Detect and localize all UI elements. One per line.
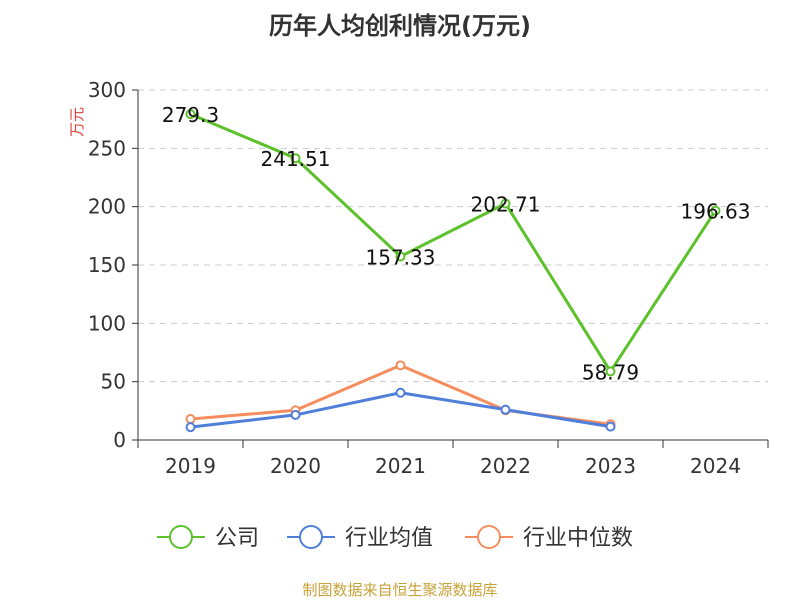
data-point: [605, 366, 616, 377]
legend: 公司 行业均值 行业中位数: [157, 525, 633, 551]
y-tick-label: 0: [113, 428, 126, 452]
legend-item: 行业中位数: [465, 525, 633, 551]
grid-lines: [138, 89, 768, 383]
y-tick-label: 50: [101, 370, 126, 394]
chart-title: 历年人均创利情况(万元): [269, 12, 531, 40]
data-label: 241.51: [261, 147, 331, 171]
series-line: [190, 391, 611, 429]
data-point: [500, 198, 511, 209]
data-point: [185, 414, 196, 424]
legend-marker-icon: [299, 525, 323, 549]
data-label: 196.63: [681, 200, 751, 224]
legend-item: 公司: [157, 525, 259, 551]
legend-label: 行业中位数: [523, 526, 633, 551]
legend-label: 行业均值: [345, 526, 433, 551]
legend-item: 行业均值: [287, 525, 433, 551]
series-lines: [185, 109, 721, 433]
y-tick-label: 200: [88, 195, 126, 219]
x-tick-label: 2019: [165, 454, 216, 478]
y-axis-label: 万元: [68, 107, 86, 137]
data-point: [395, 251, 406, 262]
data-point: [290, 153, 301, 164]
y-tick-label: 250: [88, 136, 126, 160]
x-tick-label: 2020: [270, 454, 321, 478]
data-label: 202.71: [471, 193, 541, 217]
source-note: 制图数据来自恒生聚源数据库: [302, 581, 498, 599]
data-point: [710, 205, 721, 216]
x-tick-label: 2021: [375, 454, 426, 478]
axes: 0 50 100 150 200 250 300 2019 2020 2021 2022 2023 20…: [88, 78, 769, 478]
legend-marker-icon: [477, 525, 501, 549]
data-label: 279.3: [162, 103, 219, 127]
legend-label: 公司: [215, 526, 259, 551]
data-point: [290, 409, 301, 420]
series-line: [189, 112, 717, 373]
x-tick-label: 2023: [585, 454, 636, 478]
data-point: [185, 109, 196, 120]
data-point: [395, 360, 406, 371]
y-tick-label: 300: [88, 78, 126, 102]
data-point: [185, 422, 196, 433]
data-labels: 279.3 241.51 157.33 202.71 58.79 196.63: [162, 103, 751, 384]
data-label: 157.33: [366, 245, 436, 269]
data-point: [395, 387, 406, 398]
y-tick-label: 150: [88, 253, 126, 277]
data-point: [500, 404, 511, 415]
data-point: [605, 421, 616, 432]
x-tick-label: 2022: [480, 454, 531, 478]
y-tick-label: 100: [88, 311, 126, 335]
legend-marker-icon: [169, 525, 193, 549]
x-tick-label: 2024: [690, 454, 741, 478]
data-label: 58.79: [582, 360, 639, 384]
